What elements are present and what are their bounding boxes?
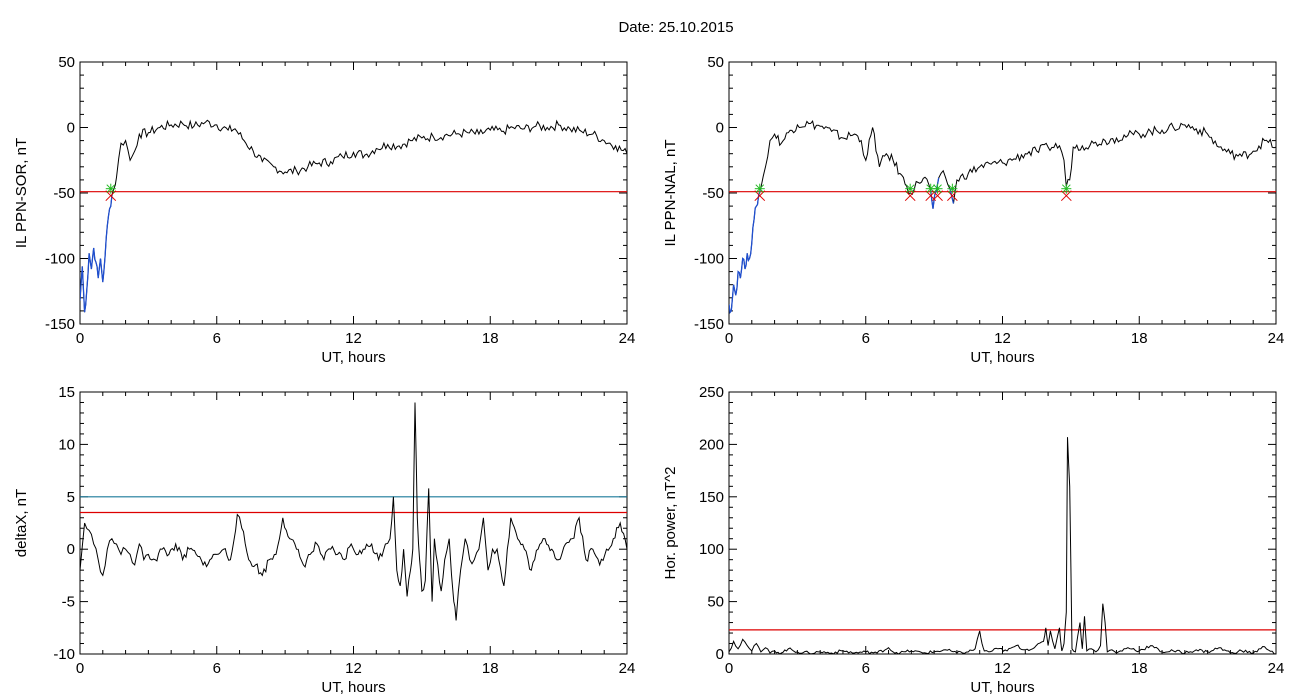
series-line bbox=[80, 402, 627, 621]
plot-frame bbox=[728, 61, 1277, 325]
crossing-marker-star bbox=[1061, 184, 1071, 194]
x-tick-label: 12 bbox=[345, 330, 362, 347]
page-title: Date: 25.10.2015 bbox=[618, 19, 734, 36]
y-tick-label: 50 bbox=[707, 54, 724, 71]
x-tick-label: 18 bbox=[1131, 660, 1148, 677]
x-tick-label: 12 bbox=[345, 660, 362, 677]
crossing-marker-star bbox=[755, 184, 765, 194]
y-tick-label: 0 bbox=[716, 120, 724, 137]
y-tick-label: 200 bbox=[699, 436, 724, 453]
y-axis-label: IL PPN-SOR, nT bbox=[13, 138, 30, 248]
plot-area bbox=[729, 120, 1276, 314]
panel-power: 0 6 12 18 24 0 50 100 150 200 250 UT, hours Hor. pow… bbox=[662, 384, 1284, 696]
y-tick-label: -150 bbox=[45, 316, 75, 333]
plot-frame bbox=[79, 61, 628, 325]
x-tick-label: 0 bbox=[725, 660, 733, 677]
x-axis-label: UT, hours bbox=[321, 679, 385, 696]
y-tick-label: -100 bbox=[694, 251, 724, 268]
y-tick-label: 5 bbox=[67, 489, 75, 506]
y-tick-label: 0 bbox=[716, 646, 724, 663]
y-tick-label: -50 bbox=[702, 185, 724, 202]
crossing-marker-star bbox=[106, 184, 116, 194]
y-tick-label: 50 bbox=[707, 594, 724, 611]
plot-area bbox=[80, 402, 627, 621]
crossing-marker-star bbox=[926, 184, 936, 194]
panel-deltax: 0 6 12 18 24 -10 -5 0 5 10 15 UT, hours deltaX, nT bbox=[13, 384, 635, 696]
x-tick-label: 18 bbox=[1131, 330, 1148, 347]
series-line bbox=[729, 437, 1276, 654]
plot-frame bbox=[728, 391, 1277, 655]
x-tick-label: 24 bbox=[1268, 330, 1285, 347]
dip-series-line bbox=[80, 195, 113, 313]
panel-sor: 0 6 12 18 24 -150 -100 -50 0 50 UT, hours IL PPN-SO… bbox=[13, 54, 635, 366]
y-tick-label: -50 bbox=[53, 185, 75, 202]
y-tick-label: 250 bbox=[699, 384, 724, 401]
x-axis-label: UT, hours bbox=[970, 679, 1034, 696]
y-tick-label: -5 bbox=[62, 594, 75, 611]
x-axis-label: UT, hours bbox=[321, 349, 385, 366]
y-tick-label: -150 bbox=[694, 316, 724, 333]
y-tick-label: 0 bbox=[67, 120, 75, 137]
crossing-marker-star bbox=[933, 184, 942, 194]
x-tick-label: 18 bbox=[482, 330, 499, 347]
crossing-marker-star bbox=[948, 184, 957, 194]
x-tick-label: 6 bbox=[213, 660, 221, 677]
x-tick-label: 24 bbox=[1268, 660, 1285, 677]
y-axis-label: deltaX, nT bbox=[13, 489, 30, 557]
series-line bbox=[80, 119, 627, 313]
x-tick-label: 12 bbox=[994, 660, 1011, 677]
y-axis-label: IL PPN-NAL, nT bbox=[662, 140, 679, 247]
y-tick-label: -100 bbox=[45, 251, 75, 268]
y-tick-label: 100 bbox=[699, 541, 724, 558]
x-tick-label: 6 bbox=[862, 330, 870, 347]
series-line bbox=[729, 120, 1276, 314]
y-tick-label: 0 bbox=[67, 541, 75, 558]
x-tick-label: 24 bbox=[619, 330, 636, 347]
plot-area bbox=[80, 119, 627, 313]
x-tick-label: 0 bbox=[725, 330, 733, 347]
y-tick-label: 15 bbox=[58, 384, 75, 401]
x-tick-label: 0 bbox=[76, 660, 84, 677]
x-tick-label: 6 bbox=[862, 660, 870, 677]
x-tick-label: 18 bbox=[482, 660, 499, 677]
dip-series-line bbox=[729, 187, 762, 314]
x-tick-label: 12 bbox=[994, 330, 1011, 347]
y-tick-label: 10 bbox=[58, 436, 75, 453]
y-tick-label: 50 bbox=[58, 54, 75, 71]
x-axis-label: UT, hours bbox=[970, 349, 1034, 366]
x-tick-label: 0 bbox=[76, 330, 84, 347]
x-tick-label: 24 bbox=[619, 660, 636, 677]
y-axis-label: Hor. power, nT^2 bbox=[662, 467, 679, 580]
y-tick-label: 150 bbox=[699, 489, 724, 506]
plot-frame bbox=[79, 391, 628, 655]
panel-nal: 0 6 12 18 24 -150 -100 -50 0 50 UT, hours IL PPN-NA… bbox=[662, 54, 1284, 366]
y-tick-label: -10 bbox=[53, 646, 75, 663]
plot-area bbox=[729, 437, 1276, 654]
x-tick-label: 6 bbox=[213, 330, 221, 347]
crossing-marker-star bbox=[905, 184, 915, 194]
